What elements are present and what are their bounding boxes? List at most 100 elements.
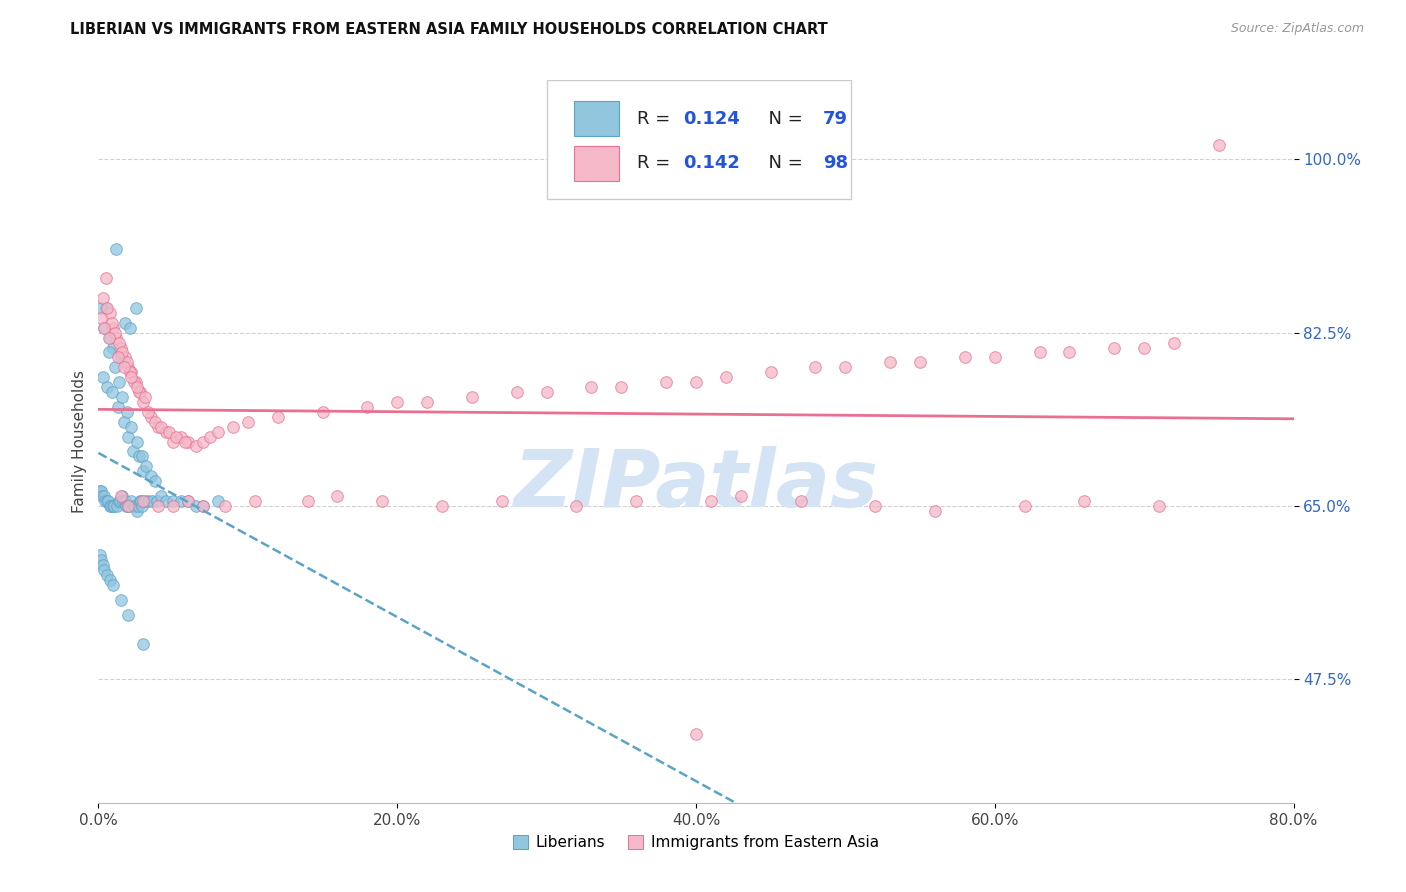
- FancyBboxPatch shape: [574, 101, 620, 136]
- Point: [143, 415, 166, 429]
- Point: [165, 429, 187, 443]
- Y-axis label: Family Households: Family Households: [72, 370, 87, 513]
- Point: [132, 494, 155, 508]
- Point: [117, 499, 139, 513]
- Point: [134, 494, 156, 508]
- Point: [107, 494, 129, 508]
- Point: [98, 499, 121, 513]
- Point: [155, 494, 177, 508]
- Point: [89, 549, 111, 563]
- Point: [107, 400, 129, 414]
- Point: [120, 419, 142, 434]
- Point: [112, 360, 135, 375]
- Point: [128, 385, 150, 400]
- Point: [90, 301, 112, 315]
- Point: [93, 320, 115, 334]
- Text: 0.124: 0.124: [683, 110, 740, 128]
- Text: R =: R =: [637, 110, 676, 128]
- Point: [98, 306, 122, 320]
- Point: [804, 360, 827, 375]
- Point: [184, 499, 207, 513]
- Point: [150, 489, 173, 503]
- Point: [93, 320, 115, 334]
- Point: [148, 419, 170, 434]
- Point: [1059, 345, 1081, 359]
- Point: [96, 568, 118, 582]
- Point: [96, 301, 118, 315]
- Point: [121, 444, 143, 458]
- Point: [118, 499, 141, 513]
- Point: [128, 494, 150, 508]
- Text: N =: N =: [756, 110, 808, 128]
- Point: [103, 499, 125, 513]
- Point: [141, 494, 163, 508]
- Point: [1014, 499, 1036, 513]
- Point: [108, 375, 131, 389]
- Point: [117, 499, 139, 513]
- Point: [191, 434, 214, 449]
- Point: [759, 365, 782, 379]
- Point: [91, 558, 114, 573]
- Point: [326, 489, 349, 503]
- Point: [207, 425, 229, 439]
- Point: [191, 499, 214, 513]
- Point: [297, 494, 319, 508]
- Point: [120, 370, 142, 384]
- Point: [565, 499, 588, 513]
- Point: [536, 385, 558, 400]
- Point: [111, 345, 134, 359]
- Point: [110, 593, 132, 607]
- Point: [177, 494, 200, 508]
- Point: [124, 499, 146, 513]
- Point: [103, 320, 125, 334]
- Point: [311, 405, 333, 419]
- Point: [125, 504, 148, 518]
- Point: [207, 494, 229, 508]
- Point: [101, 385, 124, 400]
- Point: [93, 489, 115, 503]
- Point: [120, 365, 142, 379]
- Point: [1147, 499, 1170, 513]
- Point: [685, 375, 707, 389]
- Point: [120, 494, 142, 508]
- Point: [685, 726, 707, 740]
- Point: [924, 504, 946, 518]
- Point: [132, 464, 155, 478]
- Point: [114, 316, 136, 330]
- Point: [162, 434, 184, 449]
- Point: [90, 553, 112, 567]
- Point: [128, 450, 150, 464]
- Point: [136, 405, 159, 419]
- Text: 0.142: 0.142: [683, 154, 740, 172]
- Point: [655, 375, 678, 389]
- Point: [90, 483, 112, 498]
- Point: [98, 573, 122, 587]
- Point: [115, 355, 138, 369]
- Point: [984, 351, 1007, 365]
- Point: [129, 385, 152, 400]
- Point: [200, 429, 222, 443]
- Point: [174, 434, 197, 449]
- Text: R =: R =: [637, 154, 676, 172]
- Point: [108, 494, 131, 508]
- Point: [132, 637, 155, 651]
- Point: [356, 400, 378, 414]
- Point: [101, 316, 124, 330]
- Point: [117, 607, 139, 622]
- Point: [97, 330, 120, 344]
- Point: [131, 450, 153, 464]
- Point: [89, 483, 111, 498]
- Point: [94, 494, 117, 508]
- Point: [114, 494, 136, 508]
- Point: [118, 365, 141, 379]
- Point: [491, 494, 513, 508]
- Point: [117, 429, 139, 443]
- Point: [108, 335, 131, 350]
- Point: [110, 489, 132, 503]
- Point: [97, 345, 120, 359]
- Point: [107, 351, 129, 365]
- Point: [94, 271, 117, 285]
- Point: [96, 380, 118, 394]
- Point: [97, 494, 120, 508]
- Point: [700, 494, 723, 508]
